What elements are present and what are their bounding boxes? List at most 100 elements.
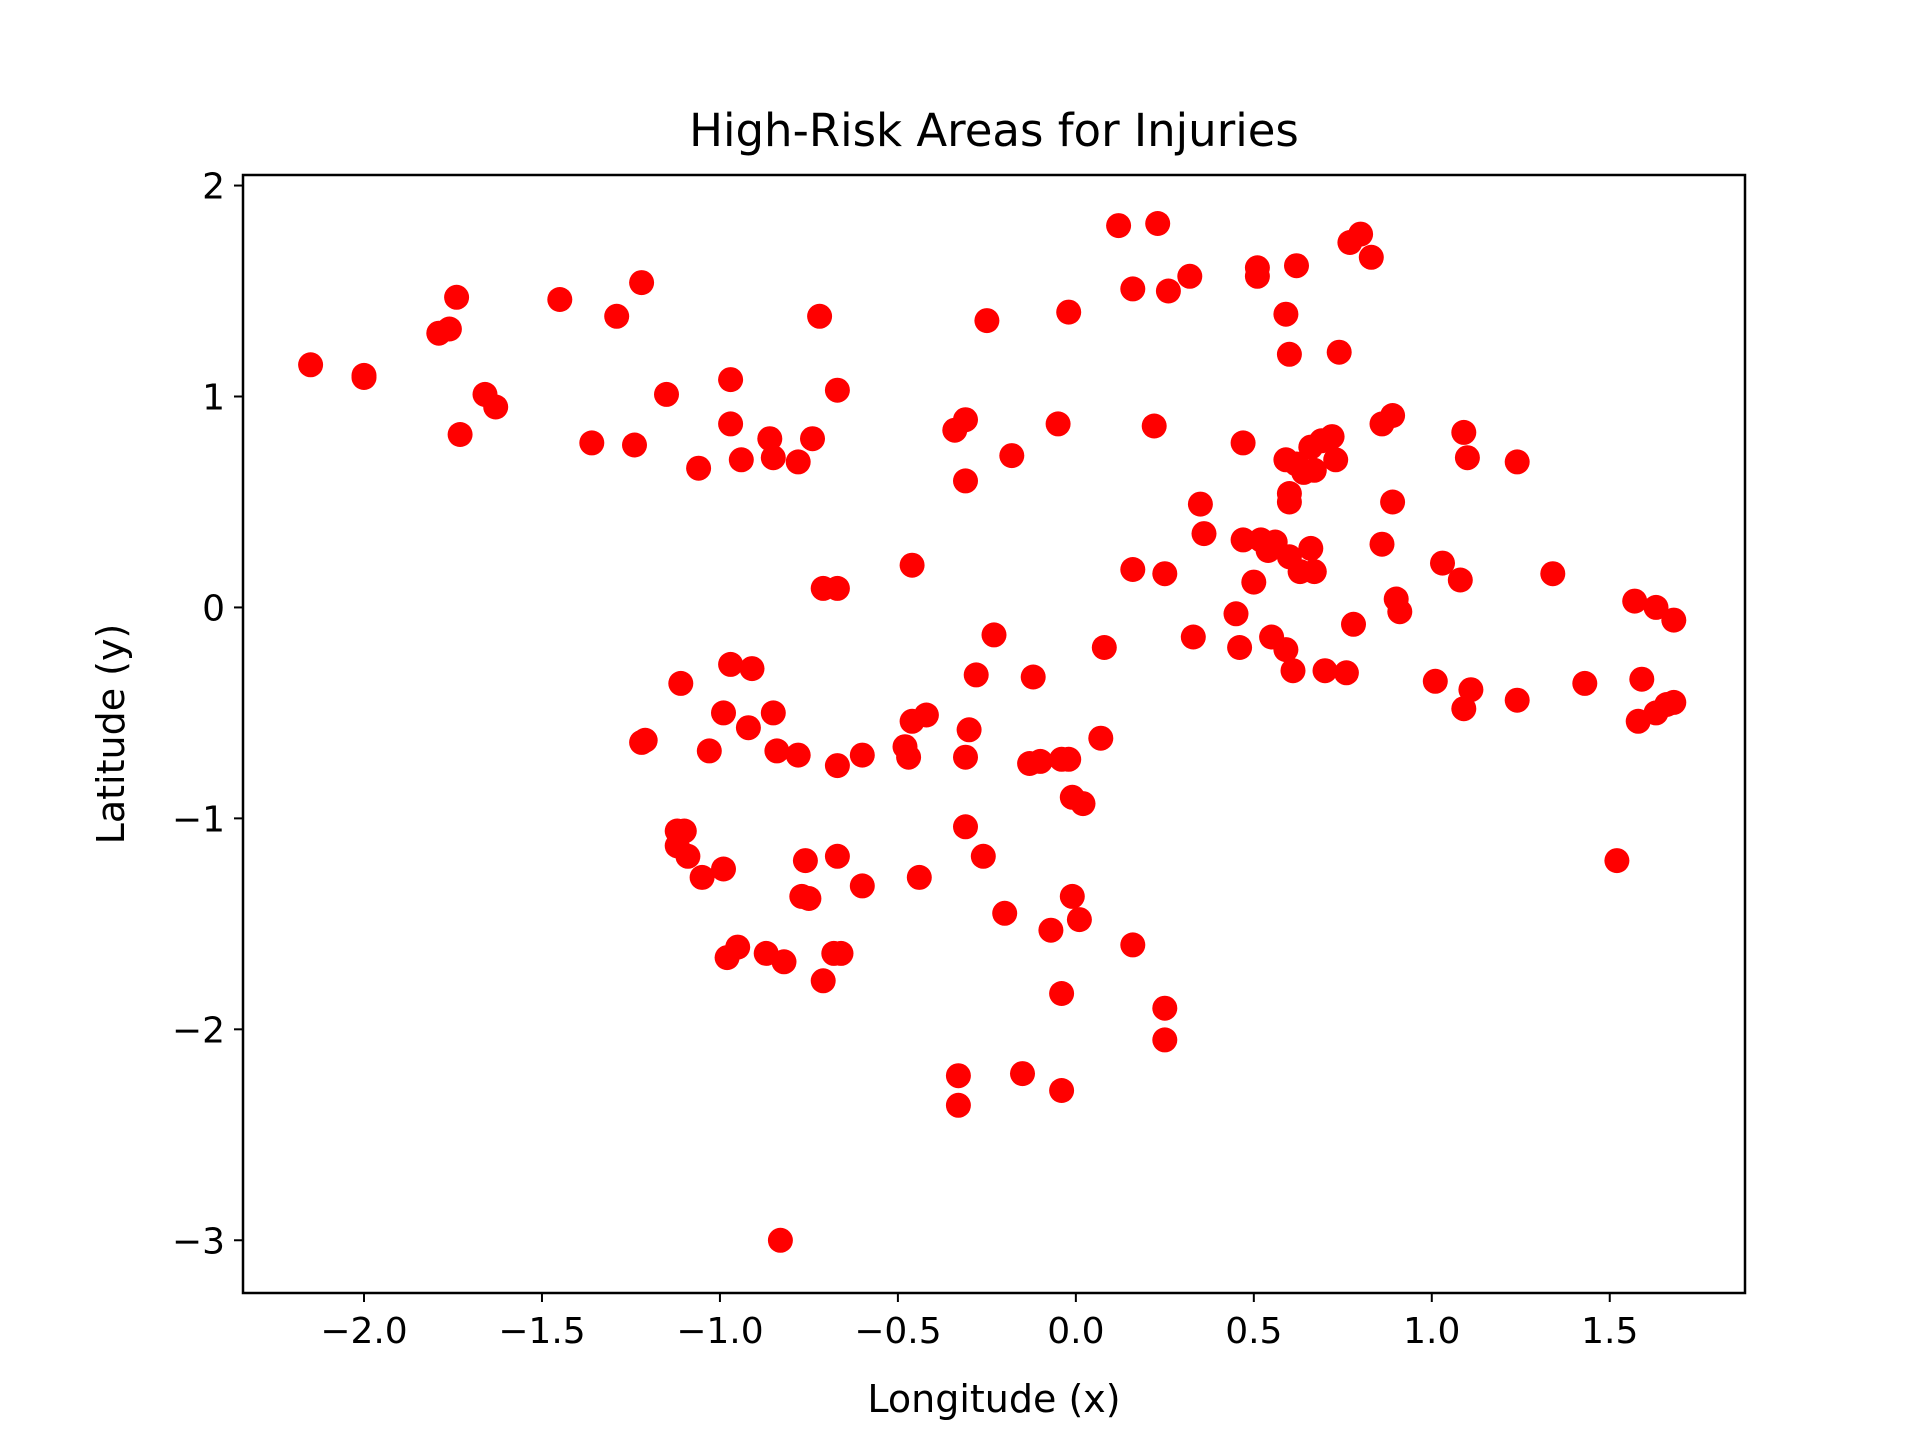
data-point — [1088, 725, 1114, 751]
data-point — [444, 284, 470, 310]
data-point — [953, 814, 978, 840]
data-point — [735, 715, 761, 741]
data-point — [1643, 594, 1669, 620]
data-point — [1319, 424, 1345, 450]
data-point — [1622, 588, 1648, 614]
data-point — [579, 430, 605, 456]
data-point — [1155, 278, 1181, 304]
data-point — [1276, 341, 1302, 367]
data-point — [785, 742, 811, 768]
data-point — [913, 702, 939, 728]
data-point — [810, 968, 836, 994]
data-point — [757, 426, 783, 452]
x-tick-label: 0.5 — [1225, 1311, 1282, 1352]
data-point — [953, 744, 978, 770]
data-point — [654, 381, 679, 407]
data-point — [1451, 696, 1477, 722]
y-tick-label: −3 — [172, 1221, 225, 1262]
data-point — [1629, 666, 1655, 692]
data-point — [999, 443, 1025, 469]
data-point — [436, 316, 462, 342]
data-point — [1301, 457, 1327, 483]
data-point — [824, 377, 850, 403]
data-point — [1066, 907, 1092, 933]
data-point — [1120, 932, 1146, 958]
data-point — [1056, 746, 1082, 772]
data-point — [689, 864, 715, 890]
data-point — [1333, 660, 1359, 686]
data-point — [686, 455, 712, 481]
y-axis: 2 1 0 −1 −2 −3 — [172, 167, 243, 1262]
y-tick-label: −2 — [172, 1010, 225, 1051]
data-point — [1312, 658, 1338, 684]
data-point — [696, 738, 722, 764]
data-point — [1604, 848, 1630, 874]
data-point — [1341, 611, 1366, 637]
data-point — [629, 270, 655, 296]
data-point — [718, 411, 744, 437]
x-tick-label: 1.0 — [1403, 1311, 1460, 1352]
data-point — [899, 552, 925, 578]
data-point — [675, 843, 701, 869]
data-point — [1454, 445, 1480, 471]
data-point — [1280, 658, 1306, 684]
data-point — [1230, 430, 1256, 456]
data-point — [711, 856, 736, 882]
x-axis-label: Longitude (x) — [867, 1377, 1120, 1421]
data-point — [785, 449, 811, 475]
data-point — [604, 303, 630, 329]
x-tick-label: −2.0 — [320, 1311, 407, 1352]
data-point — [760, 700, 786, 726]
data-point — [1038, 917, 1064, 943]
data-point — [1145, 211, 1171, 236]
data-point — [351, 365, 377, 390]
data-point — [483, 394, 509, 420]
data-point — [1091, 635, 1117, 660]
data-point — [1049, 1078, 1075, 1103]
x-tick-label: 1.5 — [1581, 1311, 1638, 1352]
data-point — [1323, 447, 1349, 473]
data-point — [849, 873, 875, 899]
data-point — [956, 717, 982, 743]
data-point — [1027, 748, 1053, 774]
data-point — [824, 753, 850, 779]
data-point — [764, 738, 790, 764]
data-point — [992, 900, 1018, 926]
data-point — [1120, 276, 1146, 302]
plot-frame — [241, 173, 1747, 1295]
data-point — [963, 662, 989, 688]
data-point — [767, 1227, 793, 1253]
data-point — [796, 886, 822, 911]
x-tick-label: −0.5 — [854, 1311, 941, 1352]
x-tick-label: 0.0 — [1047, 1311, 1104, 1352]
data-point — [828, 940, 854, 966]
x-axis: −2.0 −1.5 −1.0 −0.5 0.0 0.5 1.0 1.5 — [320, 1293, 1638, 1352]
data-point — [849, 742, 875, 768]
data-point — [718, 651, 744, 677]
data-point — [1447, 567, 1473, 593]
data-point — [1273, 637, 1299, 663]
data-point — [547, 287, 573, 312]
data-point — [1661, 689, 1687, 715]
data-point — [1187, 491, 1213, 517]
data-point — [771, 949, 797, 975]
data-point — [1180, 624, 1206, 650]
data-point — [725, 934, 751, 960]
data-point — [1045, 411, 1071, 437]
data-point — [807, 303, 833, 329]
y-tick-label: 0 — [202, 588, 225, 629]
data-point — [1572, 670, 1598, 696]
data-point — [622, 432, 647, 458]
data-point — [1152, 1027, 1178, 1053]
data-point — [760, 445, 786, 471]
data-point — [1152, 561, 1178, 587]
data-point — [1049, 981, 1075, 1006]
data-point — [447, 422, 473, 447]
data-point — [1191, 521, 1217, 547]
data-point — [1010, 1061, 1035, 1087]
data-point — [1422, 668, 1448, 694]
data-point — [953, 407, 978, 433]
data-point — [945, 1092, 971, 1118]
y-tick-label: −1 — [172, 799, 225, 840]
